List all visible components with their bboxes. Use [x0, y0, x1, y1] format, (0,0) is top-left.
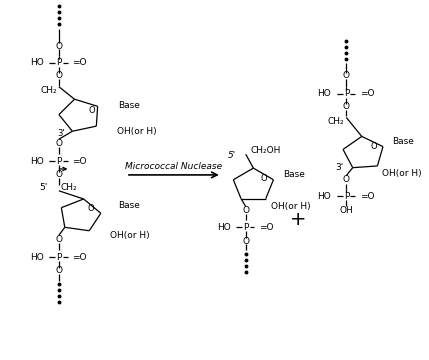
Text: CH₂: CH₂	[328, 117, 344, 126]
Text: O: O	[343, 102, 350, 111]
Text: HO: HO	[30, 157, 44, 166]
Text: CH₂OH: CH₂OH	[251, 146, 281, 155]
Text: O: O	[242, 206, 249, 215]
Text: Micrococcal Nuclease: Micrococcal Nuclease	[125, 162, 222, 171]
Text: 5': 5'	[228, 151, 236, 160]
Text: P: P	[344, 89, 349, 98]
Text: 3': 3'	[57, 129, 65, 138]
Text: O: O	[55, 235, 62, 244]
Text: O: O	[55, 41, 62, 50]
Text: P: P	[344, 192, 349, 201]
Text: HO: HO	[217, 223, 230, 232]
Text: OH(or H): OH(or H)	[110, 231, 150, 240]
Text: HO: HO	[30, 58, 44, 67]
Text: Base: Base	[283, 170, 305, 179]
Text: P: P	[56, 253, 62, 262]
Text: Base: Base	[393, 137, 414, 146]
Text: OH: OH	[339, 206, 353, 215]
Text: O: O	[55, 266, 62, 275]
Text: Base: Base	[118, 101, 140, 110]
Text: P: P	[56, 157, 62, 166]
Text: OH(or H): OH(or H)	[118, 127, 157, 136]
Text: =O: =O	[259, 223, 274, 232]
Text: O: O	[87, 204, 94, 213]
Text: 5': 5'	[39, 183, 47, 192]
Text: O: O	[88, 106, 95, 115]
Text: CH₂: CH₂	[61, 183, 77, 192]
Text: =O: =O	[360, 89, 374, 98]
Text: =O: =O	[360, 192, 374, 201]
Text: HO: HO	[30, 253, 44, 262]
Text: O: O	[55, 71, 62, 80]
Text: OH(or H): OH(or H)	[382, 169, 422, 178]
Text: P: P	[243, 223, 248, 232]
Text: HO: HO	[317, 192, 331, 201]
Text: =O: =O	[73, 253, 87, 262]
Text: +: +	[290, 210, 307, 229]
Text: Base: Base	[118, 201, 140, 210]
Text: P: P	[56, 58, 62, 67]
Text: =O: =O	[73, 58, 87, 67]
Text: CH₂: CH₂	[40, 86, 57, 95]
Text: O: O	[261, 174, 267, 183]
Text: O: O	[371, 142, 378, 151]
Text: HO: HO	[317, 89, 331, 98]
Text: =O: =O	[73, 157, 87, 166]
Text: OH(or H): OH(or H)	[271, 202, 310, 211]
Text: O: O	[242, 237, 249, 246]
Text: O: O	[55, 170, 62, 179]
Text: O: O	[343, 175, 350, 184]
Text: O: O	[343, 71, 350, 80]
Text: O: O	[55, 139, 62, 148]
Text: 3': 3'	[335, 163, 343, 172]
